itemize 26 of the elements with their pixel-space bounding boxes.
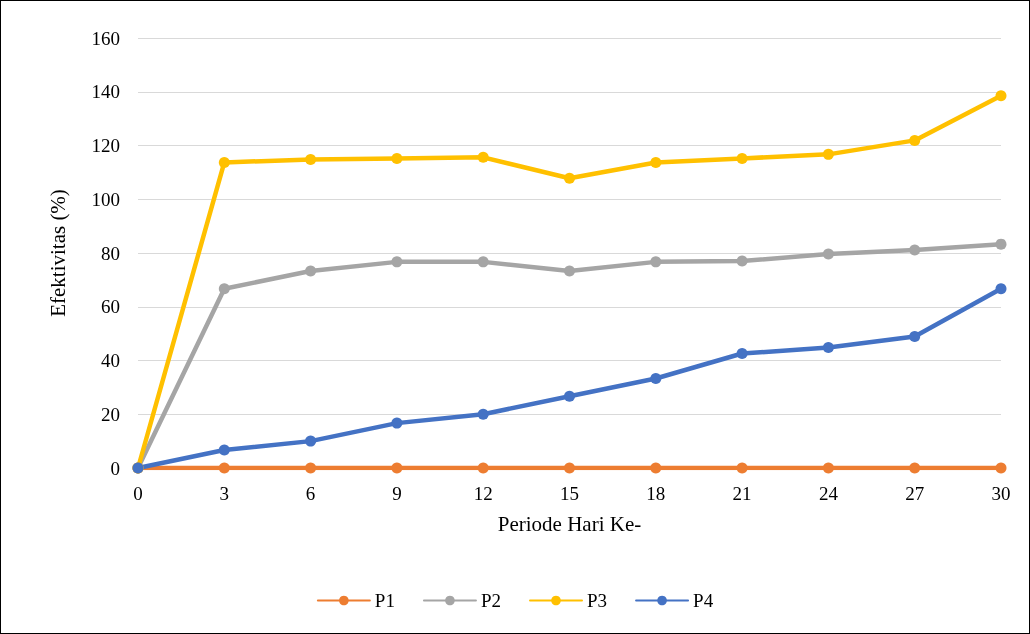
x-tick-label: 21 <box>732 483 752 504</box>
y-tick-label: 100 <box>91 188 120 210</box>
x-tick-label: 18 <box>646 483 666 504</box>
y-tick-label: 140 <box>91 81 120 103</box>
x-tick-label: 27 <box>905 483 925 504</box>
y-tick-label: 80 <box>101 242 120 264</box>
legend-label: P3 <box>587 590 608 611</box>
y-tick-label: 0 <box>110 457 120 479</box>
x-tick-label: 24 <box>818 483 839 504</box>
y-tick-label: 20 <box>101 403 120 425</box>
x-tick-label: 0 <box>133 483 143 504</box>
y-tick-label: 40 <box>101 350 120 371</box>
y-tick-label: 60 <box>101 296 120 318</box>
legend-label: P1 <box>374 590 395 611</box>
y-axis-title: Efektivitas (%) <box>45 189 70 317</box>
x-tick-label: 30 <box>991 483 1011 504</box>
x-tick-label: 3 <box>219 483 230 504</box>
y-tick-label: 160 <box>91 27 120 49</box>
x-tick-label: 9 <box>392 483 402 504</box>
legend-label: P4 <box>693 590 714 611</box>
x-tick-label: 6 <box>305 483 316 504</box>
x-tick-label: 15 <box>560 483 579 504</box>
y-tick-label: 120 <box>91 135 120 156</box>
x-tick-label: 12 <box>473 483 493 504</box>
legend-label: P2 <box>480 590 502 611</box>
x-axis-title: Periode Hari Ke- <box>497 511 642 536</box>
